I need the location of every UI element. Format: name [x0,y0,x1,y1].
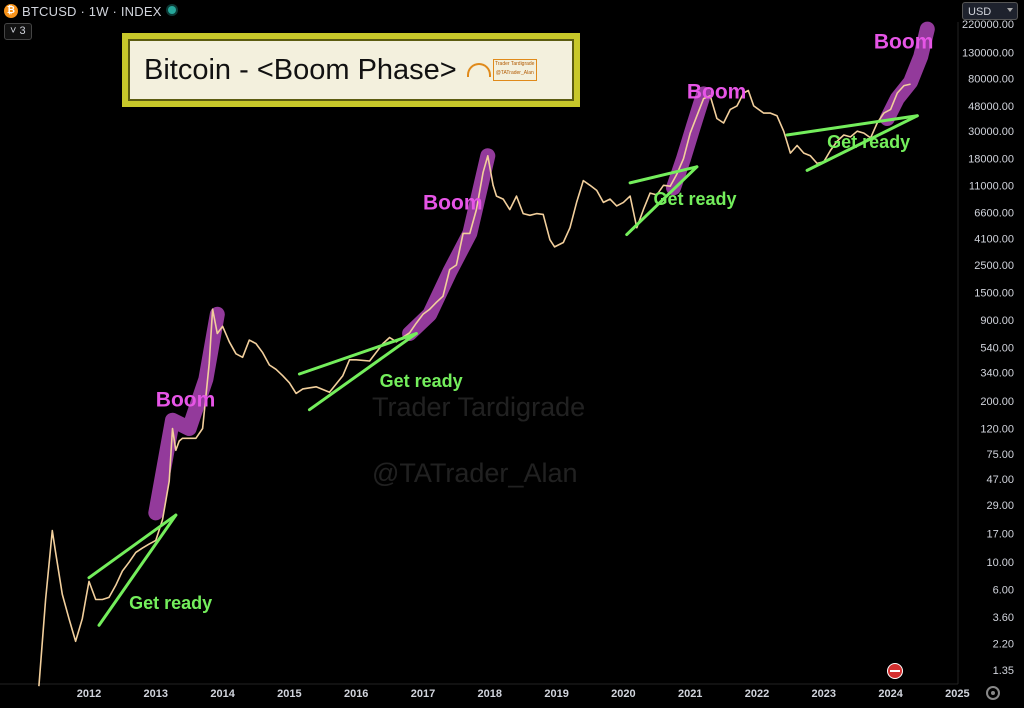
y-tick-label: 10.00 [986,557,1014,569]
currency-select[interactable]: USD [962,2,1018,20]
get-ready-label-4: Get ready [827,132,910,152]
watermark-handle: @TATrader_Alan [372,458,578,488]
stamp-line-1: Trader Tardigrade [495,61,535,67]
trendline-2 [97,513,178,627]
trendline-3 [297,332,418,376]
x-tick-label: 2025 [945,688,969,700]
trendline-6 [625,165,699,237]
dropdown-caret-icon [1007,8,1013,12]
symbol-label[interactable]: BTCUSD · 1W · INDEX [22,4,162,19]
boom-label-3: Boom [687,81,747,104]
boom-label-4: Boom [874,30,934,53]
x-tick-label: 2017 [411,688,435,700]
y-tick-label: 30000.00 [968,126,1014,138]
trendline-8 [805,114,919,172]
get-ready-label-3: Get ready [653,189,736,209]
x-tick-label: 2019 [544,688,568,700]
boom-highlight-4 [879,21,935,126]
y-tick-label: 1500.00 [974,288,1014,300]
stamp-line-2: @TATrader_Alan [495,70,534,76]
trader-stamp-logo: Trader Tardigrade @TATrader_Alan [466,59,537,81]
y-tick-label: 200.00 [980,396,1014,408]
bitcoin-logo-icon: ₿ [4,4,18,18]
y-tick-label: 80000.00 [968,73,1014,85]
y-tick-label: 120.00 [980,423,1014,435]
x-tick-label: 2022 [745,688,769,700]
trendline-5 [628,165,699,185]
y-tick-label: 1.35 [993,665,1014,677]
get-ready-label-1: Get ready [129,593,212,613]
y-tick-label: 18000.00 [968,154,1014,166]
x-tick-label: 2021 [678,688,702,700]
sun-logo-icon [466,63,491,77]
trendline-1 [87,513,178,580]
y-tick-label: 6.00 [993,585,1014,597]
collapse-indicators-button[interactable]: ˅ 3 [4,23,32,40]
x-tick-label: 2013 [144,688,168,700]
y-tick-label: 4100.00 [974,233,1014,245]
title-box: Bitcoin - <Boom Phase> Trader Tardigrade… [122,33,580,107]
y-tick-label: 2.20 [993,639,1014,651]
currency-value: USD [968,6,992,18]
us-flag-icon[interactable] [887,663,903,679]
trendline-4 [307,332,418,412]
y-tick-label: 48000.00 [968,101,1014,113]
x-tick-label: 2012 [77,688,101,700]
y-tick-label: 75.00 [986,449,1014,461]
y-tick-label: 540.00 [980,342,1014,354]
x-tick-label: 2015 [277,688,301,700]
boom-label-2: Boom [423,192,483,215]
x-tick-label: 2018 [478,688,502,700]
y-tick-label: 2500.00 [974,260,1014,272]
boom-label-1: Boom [156,389,216,412]
watermark-text: Trader Tardigrade [372,392,586,422]
settings-gear-icon[interactable] [986,686,1000,700]
trendline-7 [785,114,919,137]
y-tick-label: 29.00 [986,500,1014,512]
y-tick-label: 3.60 [993,612,1014,624]
stamp-text-box: Trader Tardigrade @TATrader_Alan [492,59,537,81]
x-tick-label: 2014 [210,688,235,700]
y-tick-label: 17.00 [986,529,1014,541]
x-tick-label: 2023 [812,688,836,700]
y-tick-label: 130000.00 [962,47,1014,59]
y-tick-label: 900.00 [980,315,1014,327]
chart-title: Bitcoin - <Boom Phase> [144,53,457,86]
boom-highlight-1 [148,306,225,521]
y-tick-label: 220000.00 [962,19,1014,31]
x-tick-label: 2016 [344,688,368,700]
price-series-line [38,83,911,687]
y-tick-label: 340.00 [980,367,1014,379]
y-tick-label: 47.00 [986,474,1014,486]
get-ready-label-2: Get ready [380,371,463,391]
x-tick-label: 2024 [878,688,903,700]
live-status-dot-icon [168,6,176,14]
boom-highlight-2 [402,148,496,341]
y-tick-label: 11000.00 [969,180,1014,192]
x-tick-label: 2020 [611,688,635,700]
y-tick-label: 6600.00 [974,208,1014,220]
